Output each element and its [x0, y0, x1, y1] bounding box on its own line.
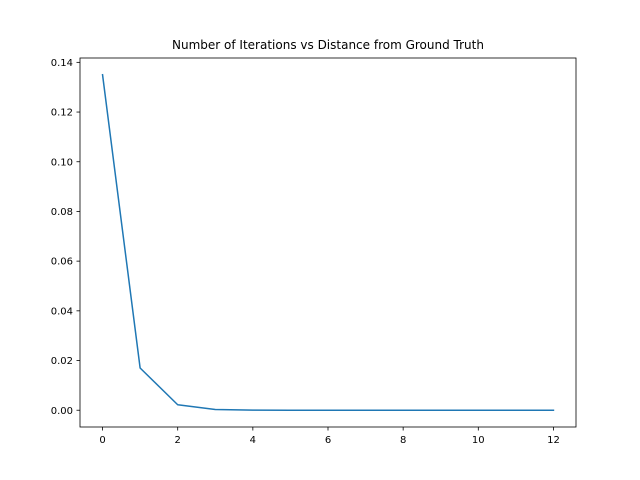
- y-tick-label: 0.14: [51, 58, 73, 69]
- plot-area: [101, 73, 555, 411]
- y-tick-label: 0.10: [51, 157, 73, 168]
- x-tick-label: 2: [175, 435, 181, 446]
- chart-title: Number of Iterations vs Distance from Gr…: [172, 38, 484, 52]
- x-axis: 0 2 4 6 8 10 12: [99, 427, 560, 446]
- x-tick-label: 8: [400, 435, 406, 446]
- series-line-0: [101, 73, 555, 411]
- x-tick-label: 6: [325, 435, 331, 446]
- x-tick-label: 0: [99, 435, 105, 446]
- plot-frame: [79, 57, 577, 428]
- x-tick-label: 10: [472, 435, 485, 446]
- y-tick-label: 0.00: [51, 406, 73, 417]
- y-tick-label: 0.02: [51, 356, 73, 367]
- x-tick-label: 12: [547, 435, 560, 446]
- x-tick-label: 4: [250, 435, 256, 446]
- y-tick-label: 0.08: [51, 207, 73, 218]
- y-axis: 0.00 0.02 0.04 0.06 0.08 0.10 0.12 0.14: [51, 58, 80, 417]
- y-tick-label: 0.06: [51, 257, 73, 268]
- y-tick-label: 0.04: [51, 306, 73, 317]
- y-tick-label: 0.12: [51, 108, 73, 119]
